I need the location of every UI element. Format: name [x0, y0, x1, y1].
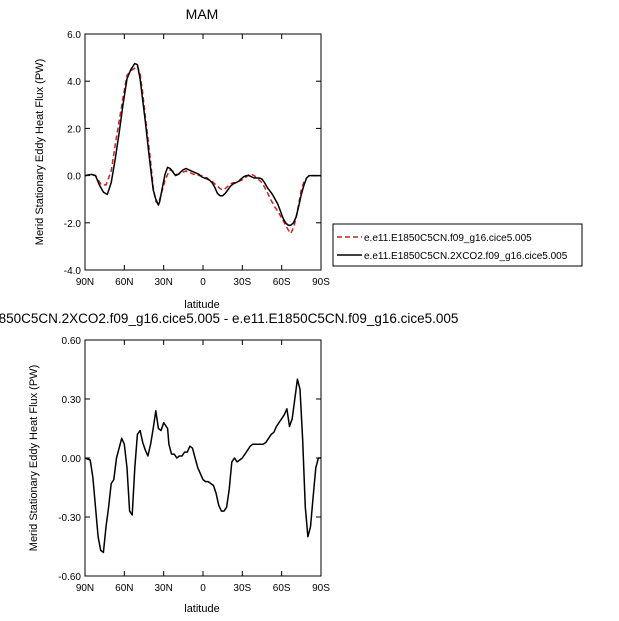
x-tick-label: 30N — [154, 583, 172, 594]
bottom-y-axis-label: Merid Stationary Eddy Heat Flux (PW) — [28, 365, 40, 551]
y-tick-label: 0.30 — [62, 395, 82, 406]
legend: e.e11.E1850C5CN.f09_g16.cice5.005 e.e11.… — [332, 223, 583, 267]
series-line-0-1 — [84, 62, 321, 226]
top-plot-border — [84, 33, 322, 271]
y-tick-label: 0.00 — [62, 454, 82, 465]
legend-box — [332, 223, 583, 267]
top-y-axis-label: Merid Stationary Eddy Heat Flux (PW) — [34, 59, 46, 245]
x-tick-label: 90N — [76, 277, 94, 288]
top-series-lines — [84, 62, 321, 235]
top-axes-frame — [84, 33, 322, 271]
bottom-plot-border — [84, 339, 322, 577]
y-tick-label: 2.0 — [67, 124, 81, 135]
bottom-chart-title: e.e11.E1850C5CN.2XCO2.f09_g16.cice5.005 … — [0, 311, 458, 326]
y-tick-label: -2.0 — [64, 219, 82, 230]
x-tick-label: 60N — [115, 277, 133, 288]
top-chart-title: MAM — [186, 6, 219, 22]
bottom-series-lines — [84, 378, 321, 554]
x-tick-label: 0 — [200, 583, 206, 594]
y-tick-label: 6.0 — [67, 30, 81, 41]
bottom-y-axis: -0.60 -0.30 0.00 0.30 0.60 — [58, 336, 321, 583]
y-tick-label: -0.60 — [58, 572, 81, 583]
bottom-panel: e.e11.E1850C5CN.2XCO2.f09_g16.cice5.005 … — [0, 311, 458, 615]
x-tick-label: 30S — [233, 277, 251, 288]
series-line-1-0 — [84, 378, 321, 554]
y-tick-label: 4.0 — [67, 77, 81, 88]
top-y-axis: -4.0 -2.0 0.0 2.0 4.0 6.0 — [64, 30, 321, 277]
top-panel: MAM -4.0 -2.0 0.0 2.0 4.0 6.0 90N 60N 30N 0 30S 60… — [34, 6, 583, 311]
x-tick-label: 30N — [154, 277, 172, 288]
bottom-x-axis: 90N 60N 30N 0 30S 60S 90S — [76, 340, 330, 594]
x-tick-label: 90S — [312, 277, 330, 288]
legend-label-control: e.e11.E1850C5CN.f09_g16.cice5.005 — [364, 233, 532, 244]
y-tick-label: -4.0 — [64, 266, 82, 277]
x-tick-label: 60S — [273, 583, 291, 594]
x-tick-label: 0 — [200, 277, 206, 288]
x-tick-label: 90S — [312, 583, 330, 594]
top-x-axis: 90N 60N 30N 0 30S 60S 90S — [76, 34, 330, 288]
bottom-x-axis-label: latitude — [184, 603, 219, 615]
legend-label-2xco2: e.e11.E1850C5CN.2XCO2.f09_g16.cice5.005 — [364, 251, 568, 262]
series-line-0-0 — [84, 65, 321, 235]
y-tick-label: 0.60 — [62, 336, 82, 347]
x-tick-label: 90N — [76, 583, 94, 594]
y-tick-label: 0.0 — [67, 172, 81, 183]
x-tick-label: 60S — [273, 277, 291, 288]
y-tick-label: -0.30 — [58, 513, 81, 524]
x-tick-label: 60N — [115, 583, 133, 594]
x-tick-label: 30S — [233, 583, 251, 594]
top-x-axis-label: latitude — [184, 299, 219, 311]
